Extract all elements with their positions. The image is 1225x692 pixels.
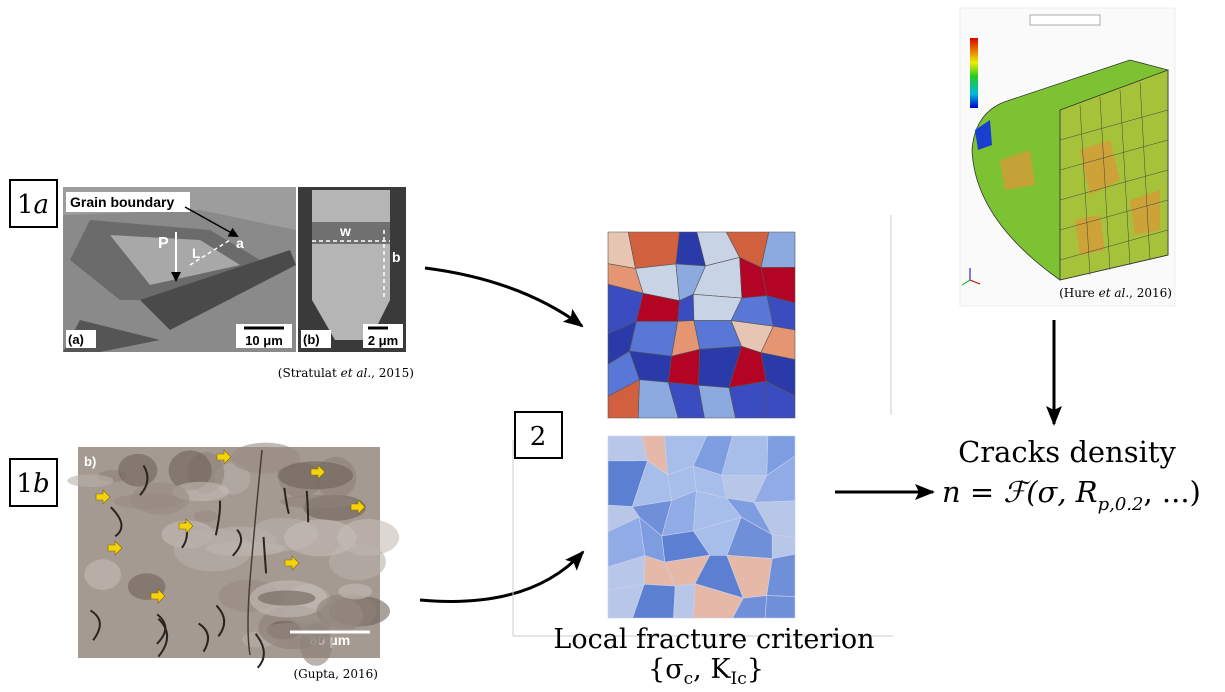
sem-image: Grain boundary P L a w b (a) (b) 10 μm 2… [63,187,406,352]
decor [630,321,678,356]
decor [628,232,679,268]
sem-label: w [339,223,351,239]
decor [674,584,695,618]
decor [118,454,157,487]
label-2: 2 [530,422,547,452]
decor [608,436,648,461]
scale-label: 2 μm [368,333,398,348]
grain-map [608,232,795,418]
decor [131,482,190,514]
arrow [425,268,582,326]
fe-model [960,8,1175,306]
cracks-formula: n = ℱ(σ, Rp,0.2, ...) [942,475,1201,515]
criterion-formula: {σc, KIc} [648,654,764,687]
citation: (Stratulat et al., 2015) [278,366,414,380]
decor [67,474,113,487]
decor [278,461,353,489]
decor [194,510,218,522]
sem-label: P [158,235,169,252]
sem-label: a [236,235,244,251]
scale-label: 10 μm [245,333,283,348]
sem-label: Grain boundary [70,194,174,210]
citation: (Gupta, 2016) [293,667,378,681]
citation: (Hure et al., 2016) [1059,286,1172,300]
sem-label: L [192,245,201,261]
label-1a: 1a [17,190,49,220]
decor [84,559,121,590]
decor [729,381,766,418]
sem-label: b [392,249,401,265]
decor [338,584,372,600]
decor [320,598,363,632]
cracks-title: Cracks density [958,435,1176,469]
decor [765,596,795,618]
decor [284,519,357,556]
label-1b: 1b [16,469,49,499]
stress-map [608,436,795,618]
decor [280,495,355,509]
panel-label: (a) [68,332,84,347]
panel-label: b) [84,454,96,469]
micrograph: 80 μm b) [67,443,399,668]
diagram: 1a Grain boundary P L a w b (a) (b) 10 μ… [0,0,1225,687]
decor [258,590,315,605]
panel-label: (b) [303,332,320,347]
criterion-title: Local fracture criterion [553,624,874,655]
arrow [420,552,583,601]
